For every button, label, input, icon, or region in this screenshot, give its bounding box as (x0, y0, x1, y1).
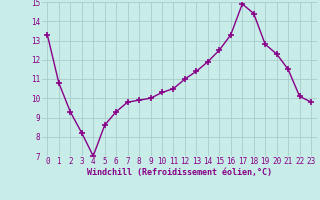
X-axis label: Windchill (Refroidissement éolien,°C): Windchill (Refroidissement éolien,°C) (87, 168, 272, 177)
